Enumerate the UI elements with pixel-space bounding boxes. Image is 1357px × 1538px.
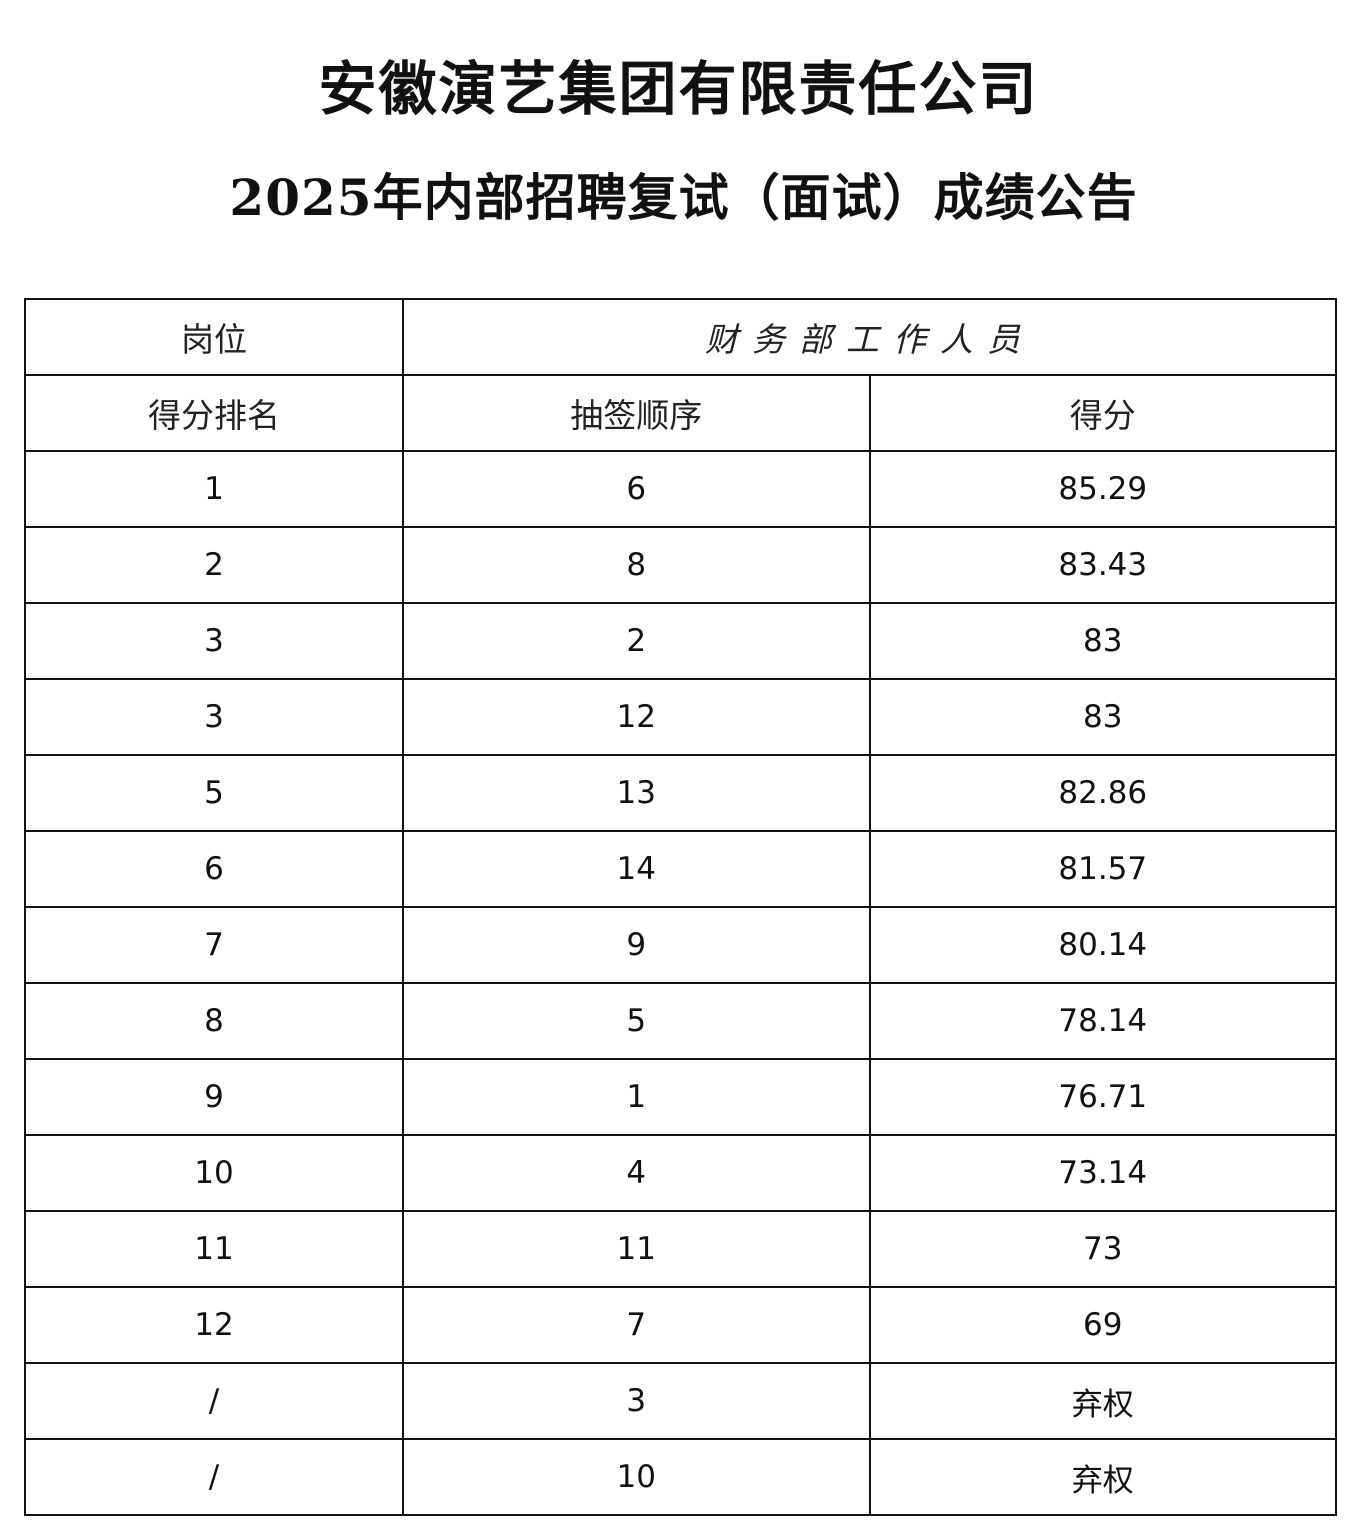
position-label: 岗位 [24,298,404,376]
position-value: 财务部工作人员 [402,298,1337,376]
draw-order-cell: 4 [402,1134,871,1212]
score-cell: 弃权 [868,1438,1337,1516]
draw-order-cell: 12 [402,678,871,756]
draw-order-cell: 9 [402,906,871,984]
org-title: 安徽演艺集团有限责任公司 [318,55,1039,123]
draw-order-cell: 11 [402,1210,871,1288]
score-cell: 78.14 [868,982,1337,1060]
table-row: 6 14 81.57 [24,830,1337,908]
rank-cell: / [24,1362,404,1440]
score-cell: 83 [868,602,1337,680]
score-cell: 81.57 [868,830,1337,908]
rank-cell: 9 [24,1058,404,1136]
table-row: 1 6 85.29 [24,450,1337,528]
rank-cell: / [24,1438,404,1516]
table-row: 3 12 83 [24,678,1337,756]
draw-order-cell: 1 [402,1058,871,1136]
table-row: 12 7 69 [24,1286,1337,1364]
rank-cell: 10 [24,1134,404,1212]
announcement-title: 2025年内部招聘复试（面试）成绩公告 [229,168,1138,227]
table-row: 10 4 73.14 [24,1134,1337,1212]
header-score: 得分 [868,374,1337,452]
score-cell: 82.86 [868,754,1337,832]
draw-order-cell: 3 [402,1362,871,1440]
rank-cell: 1 [24,450,404,528]
header-row: 得分排名 抽签顺序 得分 [24,374,1337,452]
table-row: 2 8 83.43 [24,526,1337,604]
table-row: 8 5 78.14 [24,982,1337,1060]
table-row: 9 1 76.71 [24,1058,1337,1136]
draw-order-cell: 7 [402,1286,871,1364]
draw-order-cell: 14 [402,830,871,908]
position-row: 岗位 财务部工作人员 [24,298,1337,376]
score-cell: 83 [868,678,1337,756]
draw-order-cell: 6 [402,450,871,528]
score-cell: 83.43 [868,526,1337,604]
rank-cell: 11 [24,1210,404,1288]
score-cell: 80.14 [868,906,1337,984]
draw-order-cell: 13 [402,754,871,832]
draw-order-cell: 8 [402,526,871,604]
rank-cell: 2 [24,526,404,604]
rank-cell: 8 [24,982,404,1060]
rank-cell: 7 [24,906,404,984]
table-row: 7 9 80.14 [24,906,1337,984]
score-cell: 73.14 [868,1134,1337,1212]
score-cell: 弃权 [868,1362,1337,1440]
table-row: /3 弃权 [24,1362,1337,1440]
score-cell: 85.29 [868,450,1337,528]
results-table: 岗位 财务部工作人员 得分排名 抽签顺序 得分 1 6 85.29 2 8 83.43 3 2… [24,298,1337,1516]
score-cell: 76.71 [868,1058,1337,1136]
draw-order-cell: 2 [402,602,871,680]
table-row: 5 13 82.86 [24,754,1337,832]
table-row: 3 2 83 [24,602,1337,680]
rank-cell: 6 [24,830,404,908]
draw-order-cell: 5 [402,982,871,1060]
draw-order-cell: 10 [402,1438,871,1516]
header-rank: 得分排名 [24,374,404,452]
score-cell: 69 [868,1286,1337,1364]
header-draw-order: 抽签顺序 [402,374,871,452]
table-row: 11 11 73 [24,1210,1337,1288]
rank-cell: 12 [24,1286,404,1364]
rank-cell: 3 [24,602,404,680]
rank-cell: 5 [24,754,404,832]
table-row: /10 弃权 [24,1438,1337,1516]
score-cell: 73 [868,1210,1337,1288]
rank-cell: 3 [24,678,404,756]
